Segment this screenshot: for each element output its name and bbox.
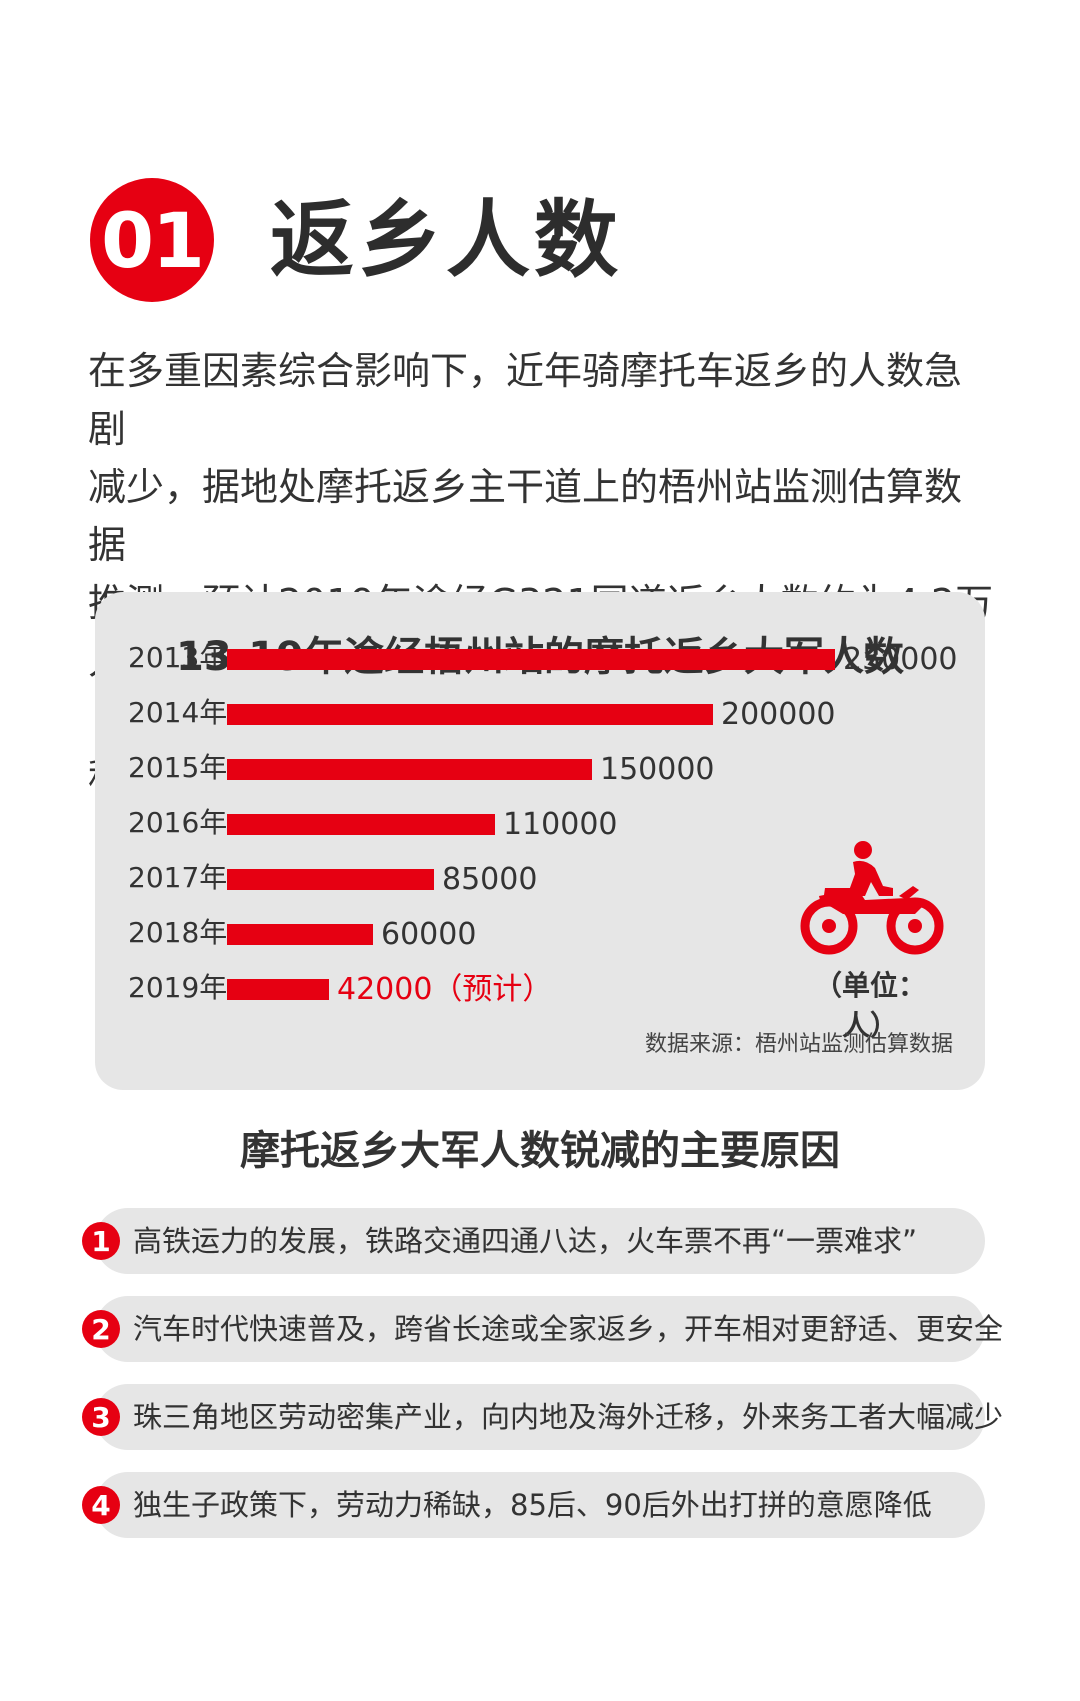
- bar-row: 2017年 85000: [95, 860, 985, 897]
- data-source: 数据来源：梧州站监测估算数据: [644, 1032, 953, 1057]
- bar-row: 2016年 110000: [95, 805, 985, 842]
- bar-row: 2018年 60000: [95, 915, 985, 952]
- bar-row: 2015年 150000: [95, 750, 985, 787]
- bar-category-label: 2016年: [128, 806, 228, 839]
- bar-value-label: 110000: [503, 807, 618, 842]
- reason-item: 3 珠三角地区劳动密集产业，向内地及海外迁移，外来务工者大幅减少: [82, 1384, 1003, 1450]
- reason-number-badge: 4: [82, 1486, 120, 1524]
- bar-category-label: 2013年: [128, 641, 228, 674]
- reason-text: 珠三角地区劳动密集产业，向内地及海外迁移，外来务工者大幅减少: [133, 1400, 1004, 1434]
- reason-text: 独生子政策下，劳动力稀缺，85后、90后外出打拼的意愿降低: [133, 1488, 932, 1522]
- unit-label: （单位：人）: [813, 969, 926, 1042]
- bar-value-label: 60000: [381, 917, 477, 952]
- section-header: 01 返乡人数: [90, 178, 990, 302]
- reason-number-badge: 2: [82, 1310, 120, 1348]
- bar: [227, 814, 495, 835]
- reason-item: 4 独生子政策下，劳动力稀缺，85后、90后外出打拼的意愿降低: [82, 1472, 985, 1538]
- bar-value-label: 200000: [721, 697, 836, 732]
- reasons-title: 摩托返乡大军人数锐减的主要原因: [240, 1128, 840, 1174]
- bar: [227, 704, 713, 725]
- bar: [227, 924, 373, 945]
- bar: [227, 649, 835, 670]
- bar: [227, 759, 592, 780]
- motorcycle-rider-icon: [800, 841, 944, 955]
- bar-category-label: 2015年: [128, 751, 228, 784]
- bar-value-label: 150000: [600, 752, 715, 787]
- bar-row: 2019年 42000（预计）: [95, 970, 985, 1007]
- bar-category-label: 2019年: [128, 971, 228, 1004]
- bar: [227, 979, 329, 1000]
- chart-card: 13-19年途经梧州站的摩托返乡大军人数 2013年2500002014年200…: [95, 592, 985, 1090]
- bar: [227, 869, 434, 890]
- bar-category-label: 2014年: [128, 696, 228, 729]
- reason-number-badge: 1: [82, 1222, 120, 1260]
- reason-text: 汽车时代快速普及，跨省长途或全家返乡，开车相对更舒适、更安全: [133, 1312, 1004, 1346]
- reason-item: 2 汽车时代快速普及，跨省长途或全家返乡，开车相对更舒适、更安全: [82, 1296, 1003, 1362]
- bar-category-label: 2018年: [128, 916, 228, 949]
- bar-row: 2014年 200000: [95, 695, 985, 732]
- bar-row: 2013年 250000: [95, 640, 985, 677]
- bar-category-label: 2017年: [128, 861, 228, 894]
- bar-value-label: 42000（预计）: [337, 972, 553, 1007]
- bar-value-label: 250000: [843, 642, 958, 677]
- reason-item: 1 高铁运力的发展，铁路交通四通八达，火车票不再“一票难求”: [82, 1208, 985, 1274]
- reason-number-badge: 3: [82, 1398, 120, 1436]
- reason-text: 高铁运力的发展，铁路交通四通八达，火车票不再“一票难求”: [133, 1224, 918, 1258]
- section-number-badge: 01: [90, 178, 214, 302]
- bar-value-label: 85000: [442, 862, 538, 897]
- section-title: 返乡人数: [270, 191, 623, 289]
